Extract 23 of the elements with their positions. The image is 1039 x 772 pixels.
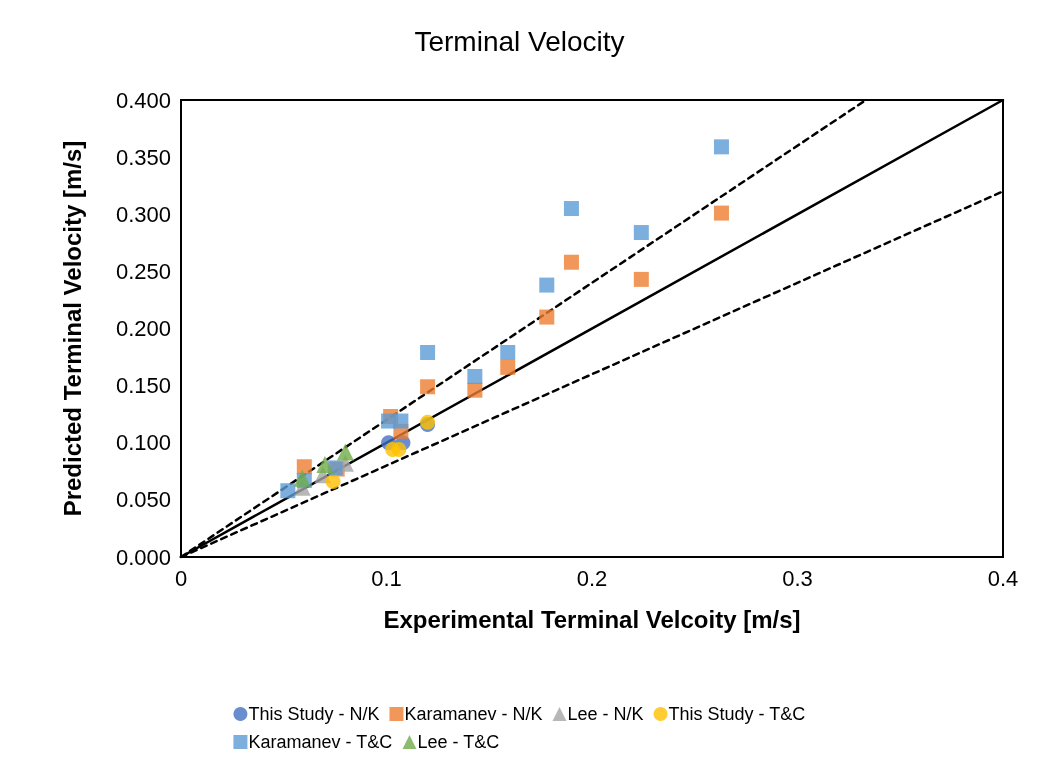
x-tick-label: 0.4 xyxy=(987,565,1019,591)
y-axis-title: Predicted Terminal Velocity [m/s] xyxy=(58,140,86,517)
x-axis-title: Experimental Terminal Velcoity [m/s] xyxy=(383,605,801,633)
legend-label: Lee - T&C xyxy=(417,732,500,752)
legend-label: Karamanev - T&C xyxy=(248,732,393,752)
y-tick-label: 0.400 xyxy=(115,87,171,113)
legend-label: This Study - T&C xyxy=(668,704,806,724)
y-tick-label: 0.250 xyxy=(115,258,171,284)
y-tick-label: 0.000 xyxy=(115,544,171,570)
legend-label: Karamanev - N/K xyxy=(404,704,543,724)
y-tick-label: 0.200 xyxy=(115,316,171,341)
y-tick-label: 0.150 xyxy=(115,373,171,399)
x-tick-label: 0.1 xyxy=(371,565,402,591)
legend-label: This Study - N/K xyxy=(248,704,380,724)
chart-title: Terminal Velocity xyxy=(414,25,625,57)
x-tick-label: 0.3 xyxy=(782,565,813,591)
y-tick-label: 0.100 xyxy=(115,430,171,456)
y-tick-label: 0.050 xyxy=(115,487,171,513)
x-tick-label: 0 xyxy=(174,565,188,591)
legend-label: Lee - N/K xyxy=(567,704,644,724)
x-tick-label: 0.2 xyxy=(576,565,608,591)
y-tick-label: 0.300 xyxy=(115,201,171,227)
y-tick-label: 0.350 xyxy=(115,144,171,170)
